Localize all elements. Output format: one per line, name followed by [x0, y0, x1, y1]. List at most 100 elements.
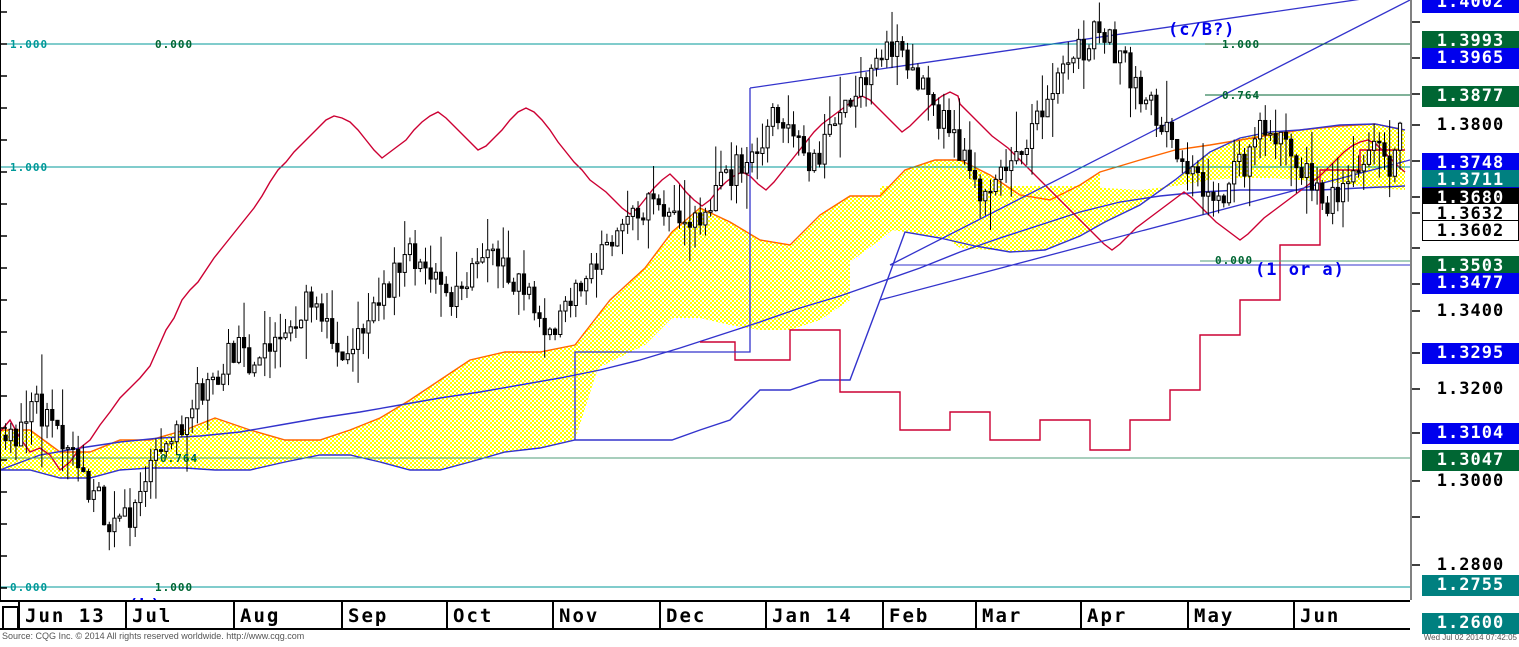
price-label-1-3400[interactable]: 1.3400: [1436, 301, 1505, 321]
time-axis[interactable]: Jun 13 Jul Aug Sep Oct Nov Dec Jan 14 Feb Mar Apr M…: [0, 600, 1410, 630]
price-chart-canvas[interactable]: 1.000 0.000 1.000 0.764 0.000 1.000 1.000 0.764…: [0, 0, 1410, 600]
candle-body-down: [449, 292, 454, 308]
candle-body-up: [1346, 181, 1351, 185]
price-label-1-3477[interactable]: 1.3477: [1422, 273, 1519, 294]
left-tick-rail: [0, 0, 7, 600]
price-axis[interactable]: 1.4002 1.3993 1.3965 1.3877 1.3800 1.3748 1.37…: [1410, 0, 1519, 634]
candle-body-down: [361, 328, 366, 334]
candle-body-down: [817, 152, 822, 165]
candle-body-up: [589, 263, 594, 280]
candle-body-down: [1299, 167, 1304, 179]
candle-body-up: [236, 337, 241, 363]
candle-body-up: [744, 161, 749, 174]
senkou-span-b: [0, 123, 1406, 479]
price-label-1-3104[interactable]: 1.3104: [1422, 423, 1519, 444]
candle-body-up: [1133, 76, 1138, 89]
price-label-1-3748[interactable]: 1.3748: [1422, 153, 1519, 174]
candle-body-up: [8, 428, 13, 442]
candle-body-down: [60, 424, 65, 450]
time-label-dec: Dec: [659, 602, 706, 630]
price-label-1-3503[interactable]: 1.3503: [1422, 256, 1519, 277]
price-label-1-2755[interactable]: 1.2755: [1422, 575, 1519, 596]
price-label-1-3711[interactable]: 1.3711: [1422, 170, 1519, 191]
candle-body-down: [319, 303, 324, 322]
candle-body-up: [1247, 146, 1252, 177]
fib-level-label: 1.000: [155, 581, 194, 594]
candle-body-up: [998, 166, 1003, 180]
candle-body-down: [1294, 155, 1299, 169]
price-label-1-4002[interactable]: 1.4002: [1422, 0, 1519, 13]
candle-body-up: [884, 41, 889, 60]
candle-body-up: [148, 459, 153, 483]
candle-body-up: [143, 481, 148, 492]
candle-body-up: [1226, 183, 1232, 204]
candle-body-up: [1035, 110, 1040, 125]
chart-corner-toggle[interactable]: [2, 606, 19, 630]
candle-body-up: [630, 207, 635, 217]
candle-body-down: [293, 326, 298, 329]
candle-body-down: [158, 449, 164, 452]
candle-body-down: [330, 318, 335, 344]
fibonacci-levels: [0, 43, 1410, 588]
candle-body-down: [387, 283, 392, 298]
candle-body-down: [413, 243, 418, 269]
candle-body-down: [1003, 166, 1009, 172]
candle-body-up: [164, 443, 169, 452]
candle-body-up: [288, 326, 293, 334]
candle-body-down: [542, 317, 547, 336]
time-label-jul: Jul: [125, 602, 172, 630]
candle-body-down: [423, 261, 428, 269]
chart-timestamp: Wed Jul 02 2014 07:42:05: [1423, 633, 1517, 642]
candle-body-up: [273, 336, 278, 352]
price-label-1-3965[interactable]: 1.3965: [1422, 48, 1519, 69]
candle-body-up: [1232, 160, 1237, 185]
candle-body-up: [765, 125, 770, 149]
fib-level-label: 1.000: [10, 161, 49, 174]
price-label-1-3000[interactable]: 1.3000: [1436, 471, 1505, 491]
candle-body-down: [552, 328, 558, 335]
candle-body-up: [490, 248, 495, 252]
candle-body-up: [558, 310, 563, 335]
candle-body-up: [195, 383, 200, 410]
price-label-1-2800[interactable]: 1.2800: [1436, 555, 1505, 575]
candle-body-up: [133, 502, 138, 528]
price-label-1-3993[interactable]: 1.3993: [1422, 31, 1519, 52]
candle-body-down: [905, 49, 910, 71]
candle-body-down: [791, 124, 796, 137]
price-label-1-3800[interactable]: 1.3800: [1436, 115, 1505, 135]
candle-body-up: [91, 490, 96, 500]
candle-body-up: [262, 343, 267, 359]
candle-body-down: [1097, 21, 1102, 34]
price-label-1-3632[interactable]: 1.3632: [1422, 203, 1519, 224]
senkou-span-a: [0, 123, 1406, 453]
candle-body-up: [682, 221, 687, 225]
candle-body-down: [444, 283, 449, 294]
candle-body-down: [1169, 121, 1175, 140]
candle-body-down: [1200, 172, 1206, 197]
price-label-1-3047[interactable]: 1.3047: [1422, 450, 1519, 471]
candle-body-up: [1397, 122, 1403, 151]
candle-body-up: [480, 257, 485, 263]
price-label-1-3200[interactable]: 1.3200: [1436, 379, 1505, 399]
candle-body-up: [174, 424, 179, 443]
candle-body-down: [1263, 119, 1268, 136]
price-label-1-3602[interactable]: 1.3602: [1422, 220, 1519, 241]
candle-body-up: [858, 77, 864, 97]
candlestick-series: [3, 2, 1403, 551]
price-label-1-3295[interactable]: 1.3295: [1422, 343, 1519, 364]
candle-body-up: [838, 112, 843, 125]
candle-body-up: [29, 401, 34, 423]
candle-body-up: [184, 417, 190, 436]
candle-body-down: [1175, 138, 1180, 160]
price-label-1-3877[interactable]: 1.3877: [1422, 86, 1519, 107]
candle-body-up: [527, 286, 532, 295]
candle-body-up: [983, 190, 988, 202]
candle-body-up: [371, 302, 376, 322]
time-label-oct: Oct: [446, 602, 493, 630]
candle-body-up: [44, 409, 50, 427]
time-label-jun-13: Jun 13: [18, 602, 106, 630]
candle-body-up: [1268, 133, 1273, 136]
price-label-1-2600[interactable]: 1.2600: [1422, 613, 1519, 634]
candle-body-down: [39, 393, 44, 427]
candle-body-down: [107, 524, 112, 533]
